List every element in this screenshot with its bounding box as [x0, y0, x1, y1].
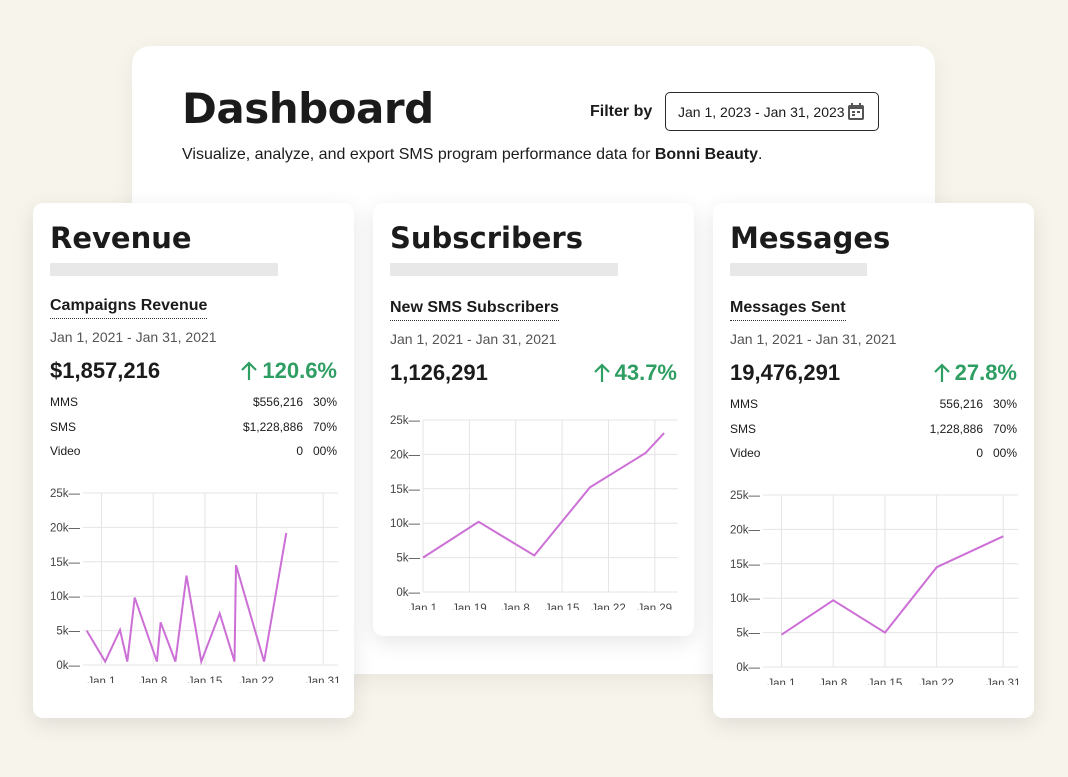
x-tick-label: Jan 22 [239, 676, 274, 683]
subscribers-card: Subscribers New SMS Subscribers Jan 1, 2… [373, 203, 694, 636]
metric-value: $1,857,216 [50, 358, 161, 383]
metric-value: 19,476,291 [730, 360, 841, 385]
breakdown-table: MMS $556,216 30% SMS $1,228,886 70% Video 0 00… [50, 395, 337, 469]
y-tick-label: 15k— [390, 484, 421, 496]
x-tick-label: Jan 22 [591, 603, 626, 610]
metric-change: 120.6% [240, 358, 337, 384]
breakdown-row-sms: SMS $1,228,886 70% [50, 419, 337, 434]
messages-card: Messages Messages Sent Jan 1, 2021 - Jan… [713, 203, 1034, 718]
y-tick-label: 15k— [50, 557, 81, 569]
breakdown-row-video: Video 0 00% [730, 446, 1017, 460]
skeleton-placeholder [50, 263, 278, 276]
y-tick-label: 5k— [736, 628, 760, 640]
metric-name-link[interactable]: Messages Sent [730, 299, 846, 321]
metric-value: 1,126,291 [390, 360, 488, 385]
date-range-picker[interactable]: Jan 1, 2023 - Jan 31, 2023 [665, 92, 879, 131]
skeleton-placeholder [390, 263, 618, 276]
x-tick-label: Jan 8 [819, 678, 847, 685]
y-tick-label: 5k— [56, 626, 80, 638]
card-title: Messages [730, 221, 891, 255]
calendar-icon[interactable] [848, 103, 864, 123]
metric-change: 43.7% [593, 360, 677, 386]
y-tick-label: 25k— [390, 415, 421, 427]
metric-change: 27.8% [933, 360, 1017, 386]
subscribers-line-chart: 25k— 20k— 15k— 10k— 5k— 0k— Jan 1 Jan 19 Jan 8 Ja… [390, 415, 678, 610]
x-tick-label: Jan 1 [87, 676, 115, 683]
y-tick-label: 25k— [730, 490, 761, 502]
arrow-up-icon [593, 363, 610, 382]
breakdown-row-mms: MMS 556,216 30% [730, 397, 1017, 411]
revenue-line-chart: 25k— 20k— 15k— 10k— 5k— 0k— Jan 1 Jan 8 Jan 15 Ja… [50, 488, 341, 683]
breakdown-row-video: Video 0 00% [50, 444, 337, 458]
y-tick-label: 20k— [390, 449, 421, 461]
metric-date-range: Jan 1, 2021 - Jan 31, 2021 [50, 329, 217, 345]
x-tick-label: Jan 8 [502, 603, 530, 610]
y-tick-label: 10k— [390, 518, 421, 530]
revenue-card: Revenue Campaigns Revenue Jan 1, 2021 - … [33, 203, 354, 718]
y-tick-label: 20k— [730, 524, 761, 536]
metric-name-link[interactable]: Campaigns Revenue [50, 297, 208, 319]
arrow-up-icon [933, 363, 950, 382]
brand-name: Bonni Beauty [654, 146, 758, 163]
page-title: Dashboard [182, 84, 434, 133]
x-tick-label: Jan 1 [409, 603, 437, 610]
metric-name-link[interactable]: New SMS Subscribers [390, 299, 559, 321]
x-tick-label: Jan 31 [986, 678, 1021, 685]
breakdown-table: MMS 556,216 30% SMS 1,228,886 70% Video 0 00% [730, 397, 1017, 471]
x-tick-label: Jan 31 [306, 676, 341, 683]
breakdown-row-sms: SMS 1,228,886 70% [730, 421, 1017, 436]
x-tick-label: Jan 8 [139, 676, 167, 683]
y-tick-label: 20k— [50, 522, 81, 534]
series-line [780, 535, 1004, 636]
page-description: Visualize, analyze, and export SMS progr… [182, 146, 763, 163]
y-tick-label: 10k— [730, 593, 761, 605]
y-tick-label: 5k— [396, 553, 420, 565]
series-line [85, 532, 288, 666]
x-tick-label: Jan 22 [919, 678, 954, 685]
messages-line-chart: 25k— 20k— 15k— 10k— 5k— 0k— Jan 1 Jan 8 Jan 15 Ja… [730, 490, 1021, 685]
x-tick-label: Jan 15 [188, 676, 223, 683]
card-title: Revenue [50, 221, 192, 255]
y-tick-label: 0k— [56, 660, 80, 672]
card-title: Subscribers [390, 221, 583, 255]
x-tick-label: Jan 29 [638, 603, 673, 610]
metric-date-range: Jan 1, 2021 - Jan 31, 2021 [390, 331, 557, 347]
y-tick-label: 10k— [50, 591, 81, 603]
y-tick-label: 15k— [730, 559, 761, 571]
date-range-value: Jan 1, 2023 - Jan 31, 2023 [678, 103, 845, 120]
x-tick-label: Jan 15 [868, 678, 903, 685]
y-tick-label: 0k— [736, 662, 760, 674]
metric-date-range: Jan 1, 2021 - Jan 31, 2021 [730, 331, 897, 347]
y-tick-label: 0k— [396, 587, 420, 599]
x-tick-label: Jan 15 [545, 603, 580, 610]
x-tick-label: Jan 1 [767, 678, 795, 685]
breakdown-row-mms: MMS $556,216 30% [50, 395, 337, 409]
y-tick-label: 25k— [50, 488, 81, 500]
x-tick-label: Jan 19 [452, 603, 487, 610]
arrow-up-icon [241, 361, 258, 380]
series-line [422, 432, 665, 559]
skeleton-placeholder [730, 263, 867, 276]
filter-label: Filter by [590, 103, 653, 120]
